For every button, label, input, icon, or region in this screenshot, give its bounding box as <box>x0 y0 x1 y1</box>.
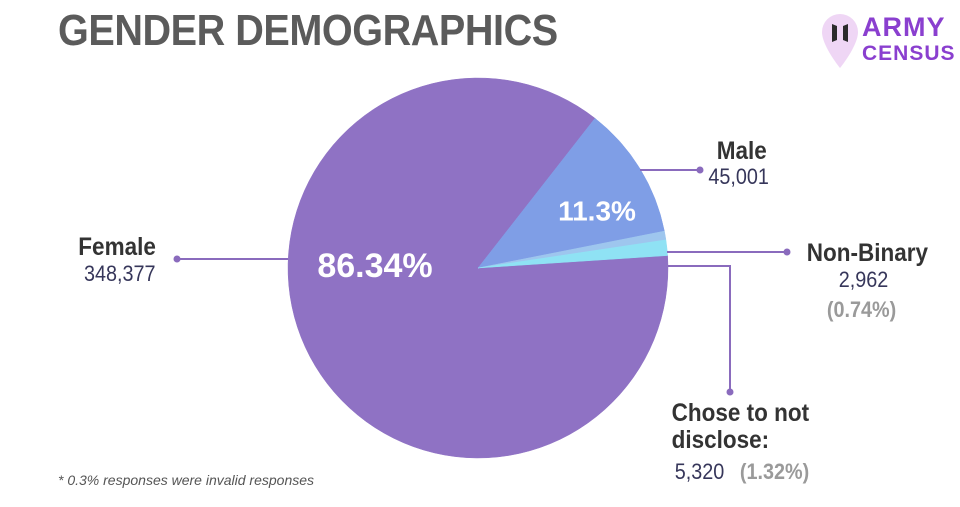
chart-title: GENDER DEMOGRAPHICS <box>58 6 558 55</box>
leader-undisclosed-dot <box>726 388 734 396</box>
slice-label-female-percent: 86.34% <box>317 247 432 285</box>
slice-undisclosed <box>477 239 668 269</box>
label-male-name: Male <box>716 137 767 165</box>
logo-text-census: CENSUS <box>862 42 956 65</box>
bts-logo-pin-icon <box>822 14 858 68</box>
slice-male <box>477 117 665 269</box>
label-nonbinary-percent: (0.74%) <box>826 297 897 322</box>
leader-nonbinary-dot <box>783 248 791 256</box>
army-census-logo: ARMY CENSUS <box>820 12 955 72</box>
label-male-value: 45,001 <box>708 164 769 189</box>
slice-label-male-percent: 11.3% <box>558 195 636 226</box>
footnote: * 0.3% responses were invalid responses <box>58 472 315 488</box>
leader-female-dot <box>173 255 181 263</box>
label-undisclosed-name: Chose to not disclose: <box>671 399 810 454</box>
label-undisclosed-percent: (1.32%) <box>739 459 810 484</box>
leader-male-dot <box>696 166 704 174</box>
label-nonbinary-name: Non-Binary <box>806 239 928 267</box>
label-undisclosed-value: 5,320 <box>674 459 725 484</box>
label-female-value: 348,377 <box>83 261 156 286</box>
slice-female <box>287 77 669 459</box>
label-female-name: Female <box>78 233 156 261</box>
leader-undisclosed <box>668 265 731 392</box>
logo-text-army: ARMY <box>862 12 946 42</box>
label-nonbinary-value: 2,962 <box>838 267 889 292</box>
